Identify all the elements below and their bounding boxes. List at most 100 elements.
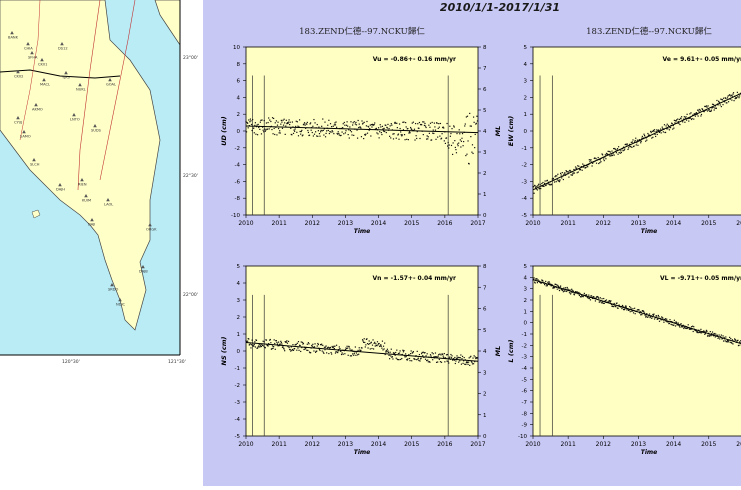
data-point bbox=[722, 104, 723, 105]
data-point bbox=[466, 116, 467, 117]
y-tick-label: -4 bbox=[522, 366, 528, 372]
data-point bbox=[696, 112, 697, 113]
data-point bbox=[294, 348, 295, 349]
data-point bbox=[649, 313, 650, 314]
data-point bbox=[368, 344, 369, 345]
data-point bbox=[632, 139, 633, 140]
station-label: NDIC bbox=[116, 303, 126, 307]
data-point bbox=[443, 127, 444, 128]
data-point bbox=[335, 124, 336, 125]
data-point bbox=[626, 309, 627, 310]
data-point bbox=[427, 360, 428, 361]
x-tick-label: 2013 bbox=[338, 441, 353, 448]
data-point bbox=[432, 352, 433, 353]
data-point bbox=[474, 355, 475, 356]
data-point bbox=[365, 346, 366, 347]
data-point bbox=[364, 338, 365, 339]
data-point bbox=[345, 132, 346, 133]
data-point bbox=[619, 152, 620, 153]
data-point bbox=[731, 343, 732, 344]
data-point bbox=[437, 136, 438, 137]
data-point bbox=[595, 300, 596, 301]
data-point bbox=[719, 334, 720, 335]
data-point bbox=[429, 127, 430, 128]
data-point bbox=[367, 347, 368, 348]
data-point bbox=[279, 130, 280, 131]
data-point bbox=[359, 347, 360, 348]
data-point bbox=[307, 350, 308, 351]
data-point bbox=[285, 134, 286, 135]
data-point bbox=[696, 331, 697, 332]
data-point bbox=[248, 127, 249, 128]
data-point bbox=[398, 134, 399, 135]
y-axis-label: L (cm) bbox=[507, 339, 515, 362]
data-point bbox=[248, 338, 249, 339]
data-point bbox=[314, 134, 315, 135]
y-tick-label: -5 bbox=[522, 213, 528, 219]
data-point bbox=[618, 146, 619, 147]
data-point bbox=[577, 291, 578, 292]
data-point bbox=[425, 127, 426, 128]
data-point bbox=[587, 166, 588, 167]
data-point bbox=[249, 121, 250, 122]
data-point bbox=[351, 131, 352, 132]
data-point bbox=[693, 326, 694, 327]
y-tick-label: -8 bbox=[522, 411, 528, 417]
lon-label: 120°30' bbox=[62, 359, 80, 365]
data-point bbox=[430, 356, 431, 357]
data-point bbox=[342, 131, 343, 132]
data-point bbox=[710, 331, 711, 332]
data-point bbox=[432, 133, 433, 134]
data-point bbox=[602, 154, 603, 155]
data-point bbox=[460, 139, 461, 140]
data-point bbox=[535, 282, 536, 283]
y-tick-label: 4 bbox=[524, 62, 528, 68]
data-point bbox=[455, 363, 456, 364]
data-point bbox=[425, 355, 426, 356]
data-point bbox=[402, 350, 403, 351]
data-point bbox=[546, 184, 547, 185]
data-point bbox=[608, 301, 609, 302]
data-point bbox=[557, 285, 558, 286]
data-point bbox=[439, 127, 440, 128]
data-point bbox=[319, 133, 320, 134]
data-point bbox=[476, 123, 477, 124]
y-tick-label: -4 bbox=[522, 196, 528, 202]
data-point bbox=[653, 131, 654, 132]
y-tick-label: 8 bbox=[237, 62, 241, 68]
data-point bbox=[429, 362, 430, 363]
data-point bbox=[426, 138, 427, 139]
data-point bbox=[354, 353, 355, 354]
y-tick-label: -2 bbox=[522, 343, 527, 349]
data-point bbox=[357, 354, 358, 355]
y-tick-label: 2 bbox=[237, 315, 241, 321]
data-point bbox=[383, 130, 384, 131]
data-point bbox=[340, 135, 341, 136]
data-point bbox=[580, 169, 581, 170]
data-point bbox=[374, 122, 375, 123]
y-tick-label: -10 bbox=[518, 434, 527, 440]
data-point bbox=[399, 352, 400, 353]
data-point bbox=[400, 131, 401, 132]
data-point bbox=[385, 351, 386, 352]
data-point bbox=[716, 108, 717, 109]
y-tick-label: -8 bbox=[235, 196, 241, 202]
data-point bbox=[570, 170, 571, 171]
data-point bbox=[441, 138, 442, 139]
data-point bbox=[411, 350, 412, 351]
data-point bbox=[732, 95, 733, 96]
data-point bbox=[563, 287, 564, 288]
lat-label: 23°00' bbox=[183, 55, 198, 61]
data-point bbox=[737, 92, 738, 93]
data-point bbox=[474, 122, 475, 123]
data-point bbox=[569, 292, 570, 293]
data-point bbox=[380, 345, 381, 346]
data-point bbox=[413, 351, 414, 352]
data-point bbox=[250, 118, 251, 119]
data-point bbox=[381, 348, 382, 349]
data-point bbox=[706, 107, 707, 108]
data-point bbox=[371, 124, 372, 125]
data-point bbox=[275, 122, 276, 123]
data-point bbox=[276, 120, 277, 121]
page-title: 2010/1/1-2017/1/31 bbox=[440, 1, 560, 14]
